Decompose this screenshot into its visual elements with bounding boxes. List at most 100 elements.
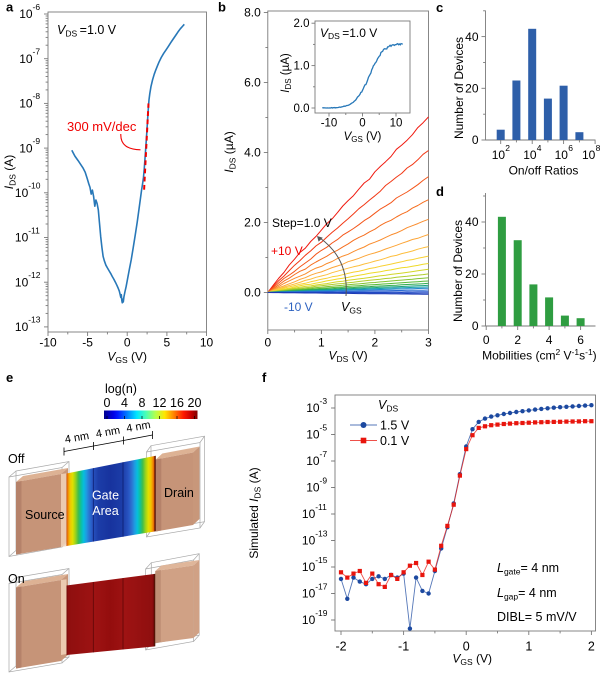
svg-text:Area: Area [92,504,118,518]
svg-text:10: 10 [582,148,596,162]
svg-text:b: b [218,0,226,15]
svg-text:-10: -10 [39,336,57,350]
svg-text:c: c [436,0,443,15]
svg-text:10: 10 [492,148,506,162]
svg-text:VDS (V): VDS (V) [329,349,368,365]
svg-text:10: 10 [15,186,29,200]
svg-text:Number of Devices: Number of Devices [452,37,466,139]
svg-text:10: 10 [302,507,316,521]
svg-text:Lgate= 4 nm: Lgate= 4 nm [497,561,559,577]
svg-text:10: 10 [306,454,320,468]
svg-text:8.0: 8.0 [244,6,261,20]
svg-text:4: 4 [121,396,128,410]
svg-text:4: 4 [546,333,553,347]
svg-text:2: 2 [514,333,521,347]
svg-text:-19: -19 [315,608,328,618]
svg-text:4: 4 [537,143,542,153]
svg-text:-8: -8 [33,91,41,101]
svg-text:-9: -9 [33,136,41,146]
svg-text:0: 0 [463,640,470,654]
svg-text:3: 3 [425,336,432,350]
svg-text:4 nm: 4 nm [64,430,90,446]
svg-text:Step=1.0 V: Step=1.0 V [272,216,332,230]
svg-text:10: 10 [306,428,320,442]
svg-text:-13: -13 [28,315,41,325]
svg-text:-17: -17 [315,581,328,591]
svg-text:10: 10 [15,231,29,245]
svg-text:IDS (µA): IDS (µA) [280,53,293,93]
svg-text:10: 10 [15,320,29,334]
svg-text:2.0: 2.0 [244,216,261,230]
svg-text:10: 10 [19,52,33,66]
svg-text:1: 1 [318,336,325,350]
svg-text:VGS (V): VGS (V) [344,131,382,144]
svg-text:10: 10 [302,534,316,548]
svg-text:a: a [6,0,14,15]
svg-text:0: 0 [264,336,271,350]
svg-text:VDS =1.0 V: VDS =1.0 V [320,26,377,41]
svg-text:+10 V: +10 V [271,244,303,258]
svg-text:-5: -5 [82,336,93,350]
svg-text:20: 20 [465,82,479,96]
svg-text:5: 5 [164,336,171,350]
svg-text:8: 8 [596,143,600,153]
svg-text:6: 6 [577,333,584,347]
svg-text:4.0: 4.0 [244,146,261,160]
svg-text:f: f [262,370,267,385]
svg-text:Drain: Drain [164,486,194,500]
svg-text:4 nm: 4 nm [125,419,151,435]
svg-text:VDS =1.0 V: VDS =1.0 V [57,23,117,39]
svg-text:0: 0 [472,133,479,147]
svg-text:2: 2 [588,640,595,654]
svg-text:VGS (V): VGS (V) [452,652,492,668]
svg-text:1: 1 [525,640,532,654]
svg-text:0: 0 [483,333,490,347]
svg-text:e: e [6,370,13,385]
svg-text:IDS (µA): IDS (µA) [222,131,238,172]
svg-text:16: 16 [170,396,184,410]
svg-text:20: 20 [465,267,479,281]
svg-text:DIBL= 5 mV/V: DIBL= 5 mV/V [497,610,577,624]
svg-text:0: 0 [104,396,111,410]
svg-text:VDS: VDS [378,398,398,414]
svg-text:Number of Devices: Number of Devices [451,220,465,322]
svg-text:d: d [436,184,444,199]
svg-text:40: 40 [465,30,479,44]
svg-text:-7: -7 [33,47,41,57]
svg-text:10: 10 [302,587,316,601]
svg-text:-1: -1 [398,640,409,654]
svg-text:8: 8 [139,396,146,410]
svg-text:10: 10 [15,275,29,289]
svg-text:VGS (V): VGS (V) [107,350,147,366]
svg-text:10: 10 [19,141,33,155]
svg-text:0: 0 [472,319,479,333]
svg-text:-5: -5 [320,422,328,432]
svg-text:10: 10 [19,97,33,111]
svg-text:1.0: 1.0 [294,61,310,73]
svg-text:0: 0 [359,118,365,130]
svg-text:Source: Source [25,508,65,522]
svg-text:IDS (A): IDS (A) [2,155,18,190]
svg-text:10: 10 [306,401,320,415]
svg-text:-10: -10 [28,181,41,191]
svg-text:Lgap= 4 nm: Lgap= 4 nm [497,586,557,602]
svg-text:-9: -9 [320,475,328,485]
svg-text:300 mV/dec: 300 mV/dec [67,119,137,134]
svg-text:2: 2 [505,143,510,153]
svg-text:6: 6 [568,143,573,153]
svg-text:-11: -11 [28,225,40,235]
svg-text:10: 10 [390,118,403,130]
svg-text:-6: -6 [33,2,41,12]
svg-text:10: 10 [302,613,316,627]
svg-text:-10 V: -10 V [284,300,313,314]
svg-text:-7: -7 [320,449,328,459]
svg-text:-2: -2 [335,640,346,654]
svg-text:2: 2 [372,336,379,350]
svg-text:20: 20 [188,396,202,410]
svg-text:10: 10 [200,336,214,350]
svg-text:6.0: 6.0 [244,76,261,90]
svg-text:Off: Off [8,452,25,466]
svg-text:0: 0 [124,336,131,350]
svg-text:10: 10 [302,560,316,574]
svg-text:2.0: 2.0 [294,18,310,30]
